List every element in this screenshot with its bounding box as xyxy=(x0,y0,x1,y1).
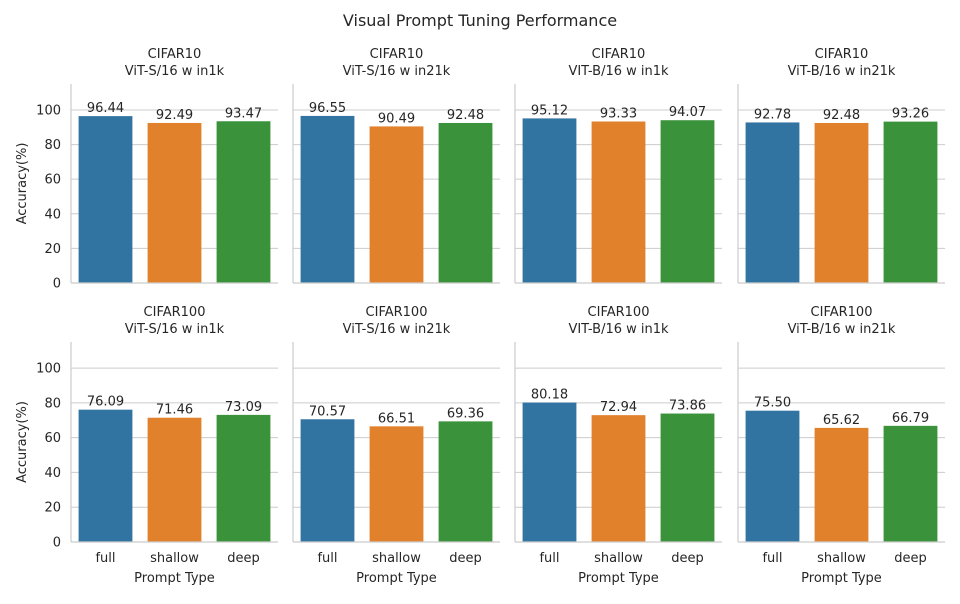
bar-value-label: 73.86 xyxy=(669,399,706,414)
x-tick-label: full xyxy=(95,551,115,566)
bar-value-label: 93.33 xyxy=(600,106,637,121)
y-tick-label: 20 xyxy=(44,242,61,257)
bar-shallow xyxy=(147,122,202,283)
bar-shallow xyxy=(147,417,202,542)
bar-deep xyxy=(438,122,493,283)
bar-value-label: 80.18 xyxy=(531,388,568,403)
y-tick-label: 0 xyxy=(53,277,61,292)
y-tick-label: 40 xyxy=(44,207,61,222)
bar-deep xyxy=(216,414,271,542)
x-tick-label: deep xyxy=(227,551,260,566)
bar-shallow xyxy=(369,426,424,542)
bar-shallow xyxy=(814,122,869,283)
panel-title-dataset: CIFAR10 xyxy=(815,47,869,62)
bar-value-label: 92.49 xyxy=(156,108,193,123)
panel-title-dataset: CIFAR100 xyxy=(811,305,873,320)
bar-value-label: 93.26 xyxy=(892,107,929,122)
bar-value-label: 75.50 xyxy=(754,396,791,411)
x-axis-label: Prompt Type xyxy=(134,571,215,586)
bar-shallow xyxy=(814,427,869,542)
bar-shallow xyxy=(591,121,646,283)
bar-value-label: 90.49 xyxy=(378,111,415,126)
panel-title-model: ViT-S/16 w in1k xyxy=(125,64,225,79)
panel-title-dataset: CIFAR10 xyxy=(148,47,202,62)
y-axis-label: Accuracy(%) xyxy=(15,401,30,483)
panel-title-model: ViT-B/16 w in21k xyxy=(788,322,896,337)
bar-value-label: 96.44 xyxy=(87,101,124,116)
panel-title-dataset: CIFAR100 xyxy=(588,305,650,320)
x-tick-label: deep xyxy=(449,551,482,566)
panel-title-model: ViT-S/16 w in21k xyxy=(343,322,451,337)
bar-full xyxy=(522,118,577,283)
x-axis-label: Prompt Type xyxy=(801,571,882,586)
panel-title-dataset: CIFAR100 xyxy=(144,305,206,320)
bar-value-label: 96.55 xyxy=(309,101,346,116)
y-tick-label: 100 xyxy=(36,103,61,118)
bar-deep xyxy=(660,120,715,283)
bar-deep xyxy=(883,121,938,283)
bar-value-label: 92.78 xyxy=(754,107,791,122)
bar-value-label: 93.47 xyxy=(225,106,262,121)
y-tick-label: 60 xyxy=(44,173,61,188)
bar-value-label: 71.46 xyxy=(156,403,193,418)
y-tick-label: 60 xyxy=(44,431,61,446)
panel-title-dataset: CIFAR100 xyxy=(366,305,428,320)
bar-shallow xyxy=(591,415,646,542)
bar-deep xyxy=(883,425,938,542)
x-tick-label: shallow xyxy=(372,551,421,566)
x-tick-label: full xyxy=(762,551,782,566)
bar-value-label: 72.94 xyxy=(600,400,637,415)
y-tick-label: 20 xyxy=(44,501,61,516)
bar-full xyxy=(522,402,577,542)
bar-full xyxy=(78,116,133,283)
bar-value-label: 95.12 xyxy=(531,103,568,118)
panel-title-model: VIT-B/16 w in1k xyxy=(568,322,669,337)
x-axis-label: Prompt Type xyxy=(356,571,437,586)
bar-value-label: 66.79 xyxy=(892,411,929,426)
bar-deep xyxy=(660,413,715,542)
bar-value-label: 69.36 xyxy=(447,406,484,421)
bar-value-label: 65.62 xyxy=(823,413,860,428)
x-tick-label: shallow xyxy=(150,551,199,566)
x-tick-label: full xyxy=(317,551,337,566)
bar-deep xyxy=(216,121,271,284)
bar-full xyxy=(300,115,355,284)
bar-value-label: 66.51 xyxy=(378,411,415,426)
x-tick-label: shallow xyxy=(817,551,866,566)
bar-value-label: 70.57 xyxy=(309,404,346,419)
x-tick-label: shallow xyxy=(594,551,643,566)
bar-full xyxy=(745,410,800,542)
panel-title-model: ViT-S/16 w in21k xyxy=(343,64,451,79)
bar-value-label: 92.48 xyxy=(447,108,484,123)
bar-value-label: 76.09 xyxy=(87,395,124,410)
y-tick-label: 40 xyxy=(44,466,61,481)
bar-full xyxy=(300,419,355,542)
x-tick-label: deep xyxy=(894,551,927,566)
panel-title-model: ViT-B/16 w in21k xyxy=(788,64,896,79)
bar-deep xyxy=(438,421,493,542)
panel-title-model: ViT-S/16 w in1k xyxy=(125,322,225,337)
bar-shallow xyxy=(369,126,424,283)
y-tick-label: 100 xyxy=(36,362,61,377)
y-tick-label: 80 xyxy=(44,396,61,411)
y-axis-label: Accuracy(%) xyxy=(15,143,30,225)
y-tick-label: 0 xyxy=(53,536,61,551)
bar-value-label: 94.07 xyxy=(669,105,706,120)
panel-title-model: VIT-B/16 w in1k xyxy=(568,64,669,79)
x-axis-label: Prompt Type xyxy=(578,571,659,586)
bar-value-label: 73.09 xyxy=(225,400,262,415)
panel-title-dataset: CIFAR10 xyxy=(370,47,424,62)
bar-full xyxy=(745,122,800,284)
y-tick-label: 80 xyxy=(44,138,61,153)
bar-full xyxy=(78,409,133,542)
bar-value-label: 92.48 xyxy=(823,108,860,123)
panel-title-dataset: CIFAR10 xyxy=(592,47,646,62)
x-tick-label: full xyxy=(539,551,559,566)
chart-title: Visual Prompt Tuning Performance xyxy=(343,11,617,30)
x-tick-label: deep xyxy=(671,551,704,566)
